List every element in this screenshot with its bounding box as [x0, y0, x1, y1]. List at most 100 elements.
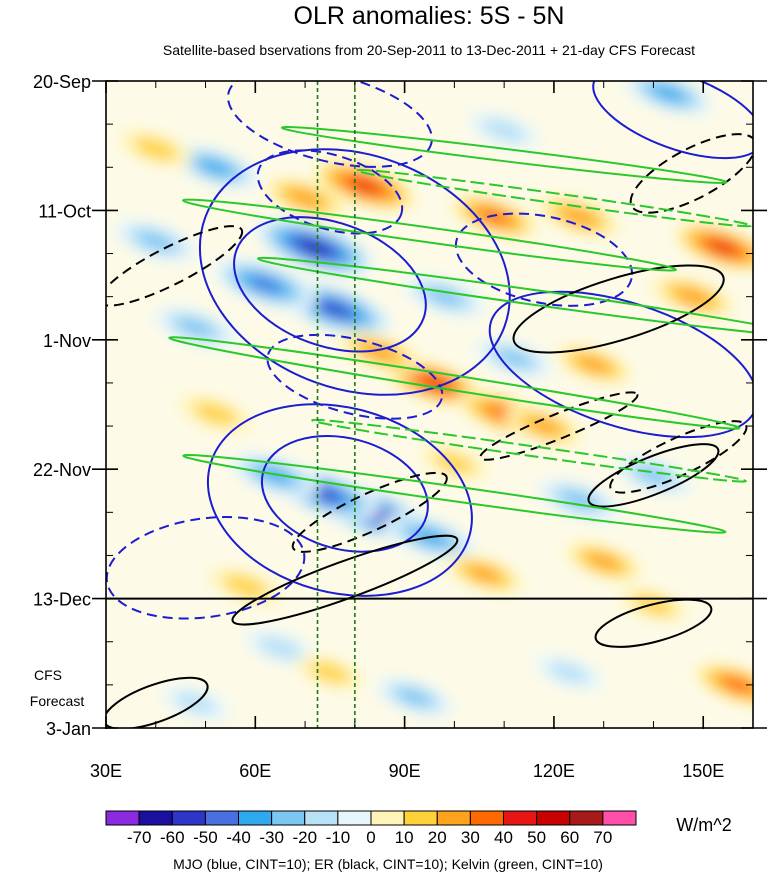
colorbar-box	[370, 810, 405, 826]
anomaly-contour-band	[587, 553, 621, 571]
plot-area: 20-Sep 11-Oct 1-Nov 22-Nov 13-Dec 3-Jan 30E 60…	[33, 72, 767, 781]
anomaly-contour-band	[350, 178, 379, 193]
footer-legend: MJO (blue, CINT=10); ER (black, CINT=10)…	[173, 856, 603, 872]
colorbar-box	[503, 810, 538, 826]
anomaly-contour-band	[303, 241, 327, 254]
mjo-contour	[198, 148, 511, 396]
anomaly-contour-band	[134, 137, 178, 160]
anomaly-contour-band	[193, 402, 238, 425]
anomaly-contour-band	[426, 287, 463, 306]
colorbar-box	[602, 810, 637, 826]
anomaly-feature	[312, 160, 417, 211]
anomaly-contour-band	[312, 487, 338, 500]
anomaly-feature	[673, 223, 753, 272]
er-contour	[609, 420, 748, 494]
anomaly-feature	[296, 655, 364, 690]
anomaly-contour-band	[561, 207, 597, 226]
mjo-contour	[266, 333, 444, 420]
colorbar-box	[569, 810, 604, 826]
anomaly-contour-band	[251, 277, 280, 292]
y-tick-label: 3-Jan	[46, 719, 91, 739]
anomaly-feature	[624, 81, 713, 116]
colorbar-tick-label: -50	[193, 828, 218, 847]
x-tick-label: 120E	[533, 761, 575, 781]
anomaly-contour-band	[709, 240, 737, 254]
anomaly-contour-band	[561, 491, 597, 509]
anomaly-contour-band	[223, 575, 268, 598]
chart-subtitle: Satellite-based bservations from 20-Sep-…	[163, 42, 695, 58]
anomaly-contour-band	[361, 343, 398, 361]
anomaly-contour-band	[653, 86, 684, 101]
kelvin-contour	[182, 454, 727, 534]
anomaly-feature	[554, 344, 633, 385]
anomaly-contour-band	[482, 119, 526, 142]
olr-anomaly-field	[114, 81, 753, 721]
anomaly-feature	[445, 554, 524, 594]
anomaly-contour-band	[675, 287, 712, 306]
y-tick-label: 11-Oct	[38, 201, 91, 221]
er-contour	[231, 534, 459, 626]
kelvin-contour	[168, 336, 741, 430]
kelvin-contour	[182, 198, 677, 272]
y-tick-label: 20-Sep	[33, 72, 91, 92]
colorbar-tick-label: 30	[461, 828, 480, 847]
colorbar-box	[238, 810, 273, 826]
colorbar-tick-label: -60	[160, 828, 185, 847]
mjo-contour	[206, 403, 473, 597]
anomaly-feature	[651, 275, 735, 318]
anomaly-feature	[535, 655, 603, 690]
colorbar-box	[469, 810, 504, 826]
colorbar: -70 -60 -50 -40 -30 -20 -10 0 10 20 30 40 50 60 70	[105, 810, 637, 847]
er-contour	[106, 676, 209, 728]
kelvin-contour	[311, 418, 747, 483]
x-tick-label: 90E	[389, 761, 421, 781]
anomaly-feature	[119, 130, 192, 168]
anomaly-feature	[243, 629, 317, 667]
x-tick-label: 30E	[90, 761, 122, 781]
mjo-contour	[106, 516, 306, 620]
x-tick-label: 60E	[239, 761, 271, 781]
colorbar-box	[138, 810, 173, 826]
anomaly-feature	[537, 195, 621, 238]
colorbar-tick-label: 0	[366, 828, 375, 847]
anomaly-contour-band	[548, 662, 589, 683]
colorbar-box	[536, 810, 571, 826]
mjo-contour	[454, 212, 634, 307]
anomaly-blobs	[114, 81, 753, 721]
anomaly-contour-band	[467, 565, 501, 583]
anomaly-feature	[564, 542, 643, 582]
colorbar-tick-label: 10	[395, 828, 414, 847]
anomaly-contour-band	[479, 209, 509, 224]
anomaly-contour-band	[200, 159, 231, 175]
kelvin-contour	[280, 125, 728, 184]
anomaly-contour-band	[138, 232, 174, 251]
er-contour	[106, 225, 244, 307]
mjo-contour	[233, 216, 427, 353]
anomaly-feature	[255, 218, 375, 276]
anomaly-feature	[213, 259, 318, 310]
colorbar-tick-label: -40	[226, 828, 251, 847]
colorbar-tick-label: 20	[428, 828, 447, 847]
colorbar-box	[337, 810, 372, 826]
anomaly-feature	[467, 111, 541, 149]
colorbar-tick-label: -70	[127, 828, 152, 847]
colorbar-tick-label: 70	[593, 828, 612, 847]
colorbar-tick-label: -20	[292, 828, 317, 847]
anomaly-feature	[338, 331, 422, 373]
chart-title: OLR anomalies: 5S - 5N	[294, 2, 565, 30]
y-tick-label: 22-Nov	[33, 460, 91, 480]
colorbar-box	[304, 810, 339, 826]
colorbar-tick-label: -10	[326, 828, 351, 847]
y-tick-label: 13-Dec	[33, 590, 91, 610]
anomaly-contour-band	[309, 662, 351, 683]
anomaly-feature	[450, 194, 539, 239]
anomaly-feature	[171, 145, 260, 190]
axis-ticks	[92, 80, 767, 729]
anomaly-feature	[375, 677, 454, 717]
anomaly-feature	[114, 220, 198, 262]
colorbar-box	[436, 810, 471, 826]
er-contour	[512, 264, 725, 354]
er-contour	[594, 598, 713, 648]
colorbar-tick-label: 50	[527, 828, 546, 847]
